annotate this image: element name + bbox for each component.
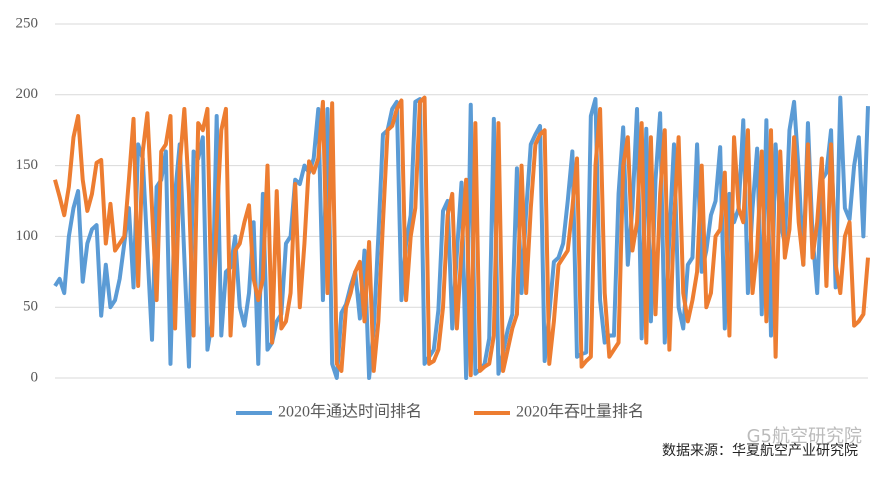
y-tick-label: 100 bbox=[16, 228, 39, 244]
series-line bbox=[53, 95, 870, 378]
plot: 0 50 100 150 200 250 2020年通达时间排名 2020年吞吐量排名 bbox=[16, 15, 870, 421]
y-tick-label: 0 bbox=[31, 369, 39, 385]
legend-label: 2020年通达时间排名 bbox=[278, 403, 422, 421]
y-tick-label: 250 bbox=[16, 15, 39, 31]
y-tick-label: 150 bbox=[16, 157, 39, 173]
y-tick-label: 200 bbox=[16, 86, 39, 102]
y-tick-label: 50 bbox=[23, 299, 38, 315]
watermark: G5航空研究院 bbox=[747, 426, 862, 447]
source-note: 数据来源：华夏航空产业研究院 bbox=[662, 443, 858, 459]
legend-label: 2020年吞吐量排名 bbox=[516, 403, 644, 421]
